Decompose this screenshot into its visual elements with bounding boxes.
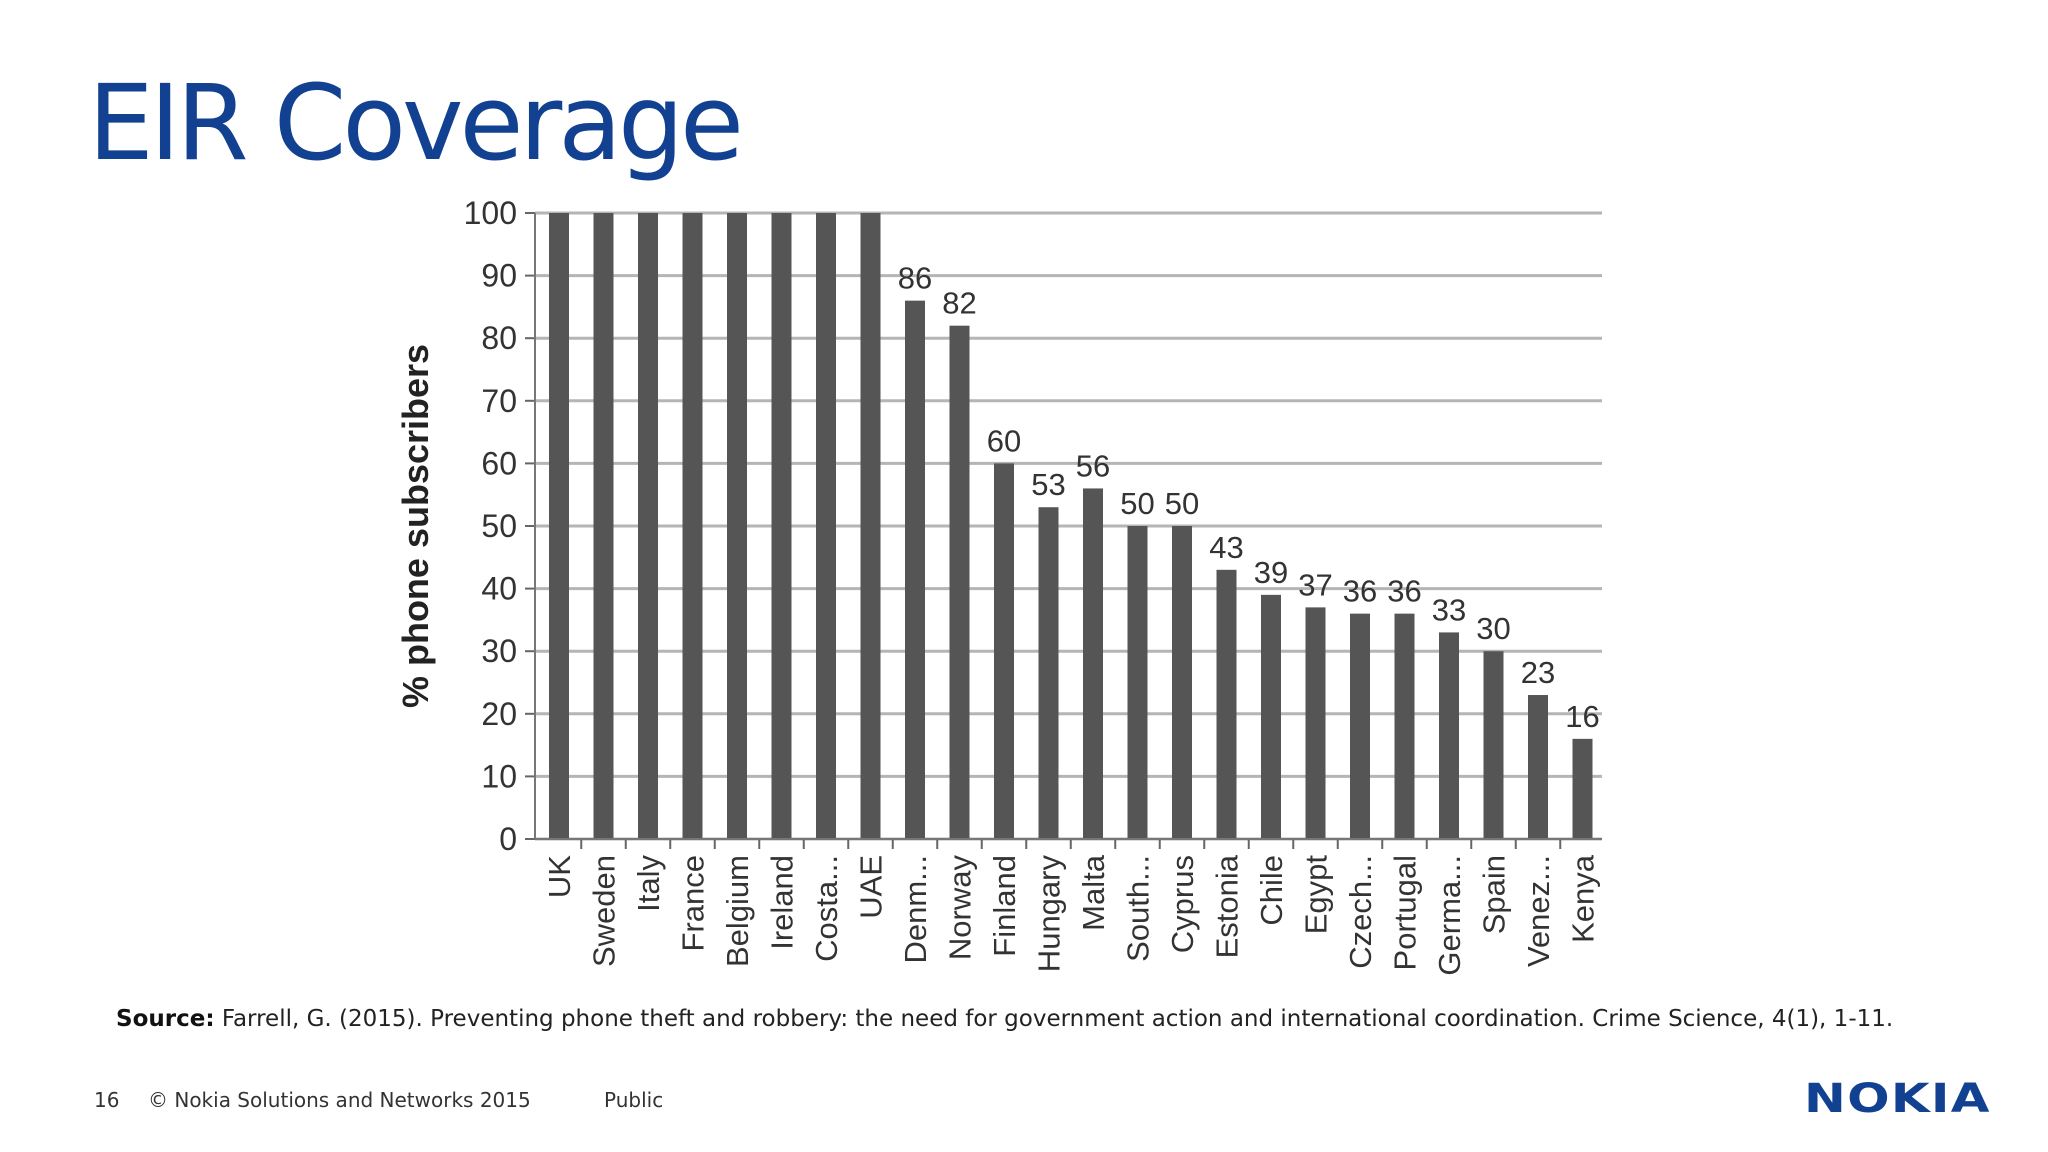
category-label: Denm... [898,855,933,964]
category-label: Czech... [1343,855,1378,969]
data-label: 53 [1031,467,1065,502]
data-label: 36 [1387,574,1421,609]
data-label: 33 [1432,592,1466,627]
category-label: Germa... [1432,855,1467,976]
data-label: 30 [1476,611,1510,646]
data-label: 36 [1343,574,1377,609]
source-text: Farrell, G. (2015). Preventing phone the… [214,1006,1894,1032]
bar [1394,613,1415,839]
bar [1350,613,1370,839]
slide-title: EIR Coverage [88,62,744,184]
bar [1216,569,1237,839]
bar [1083,488,1103,839]
bar [1172,526,1192,839]
category-label: Finland [987,855,1022,957]
data-label: 60 [987,423,1021,458]
page-number: 16 [94,1088,120,1112]
y-tick-label: 100 [464,195,517,231]
y-tick-label: 10 [481,758,517,794]
category-label: Costa... [809,855,844,962]
y-tick-label: 80 [481,320,517,356]
category-label: Sweden [587,855,622,967]
category-label: Belgium [720,855,755,967]
y-tick-label: 40 [481,571,517,607]
category-label: Chile [1254,855,1289,926]
bar [816,213,836,839]
bar [860,213,881,839]
data-label: 86 [898,261,932,296]
classification: Public [604,1088,664,1112]
bar [1038,507,1059,839]
data-label: 23 [1521,655,1555,690]
category-label: Hungary [1032,855,1067,973]
bar [638,213,658,839]
category-label: Estonia [1210,854,1245,958]
bar [771,213,792,839]
category-label: Norway [943,855,978,961]
data-label: 37 [1298,567,1332,602]
y-axis-label: % phone subscribers [395,344,436,708]
nokia-logo: NOKIA [1804,1076,1991,1122]
y-tick-label: 70 [481,383,517,419]
bar [905,300,925,839]
bar [1572,738,1593,839]
bar [1127,526,1148,839]
y-tick-label: 30 [481,633,517,669]
category-label: Venez... [1521,855,1556,967]
category-label: France [676,855,711,951]
bar [727,213,747,839]
data-label: 56 [1076,448,1110,483]
category-label: Italy [631,855,666,912]
category-label: Egypt [1299,855,1334,935]
data-label: 50 [1120,486,1154,521]
bar [593,213,614,839]
category-label: South... [1121,855,1156,962]
y-tick-label: 90 [481,258,517,294]
y-tick-label: 20 [481,696,517,732]
bar [994,463,1014,839]
y-tick-label: 60 [481,445,517,481]
category-label: Malta [1076,854,1111,931]
bar [549,213,569,839]
bar [1439,632,1459,839]
y-tick-label: 0 [499,821,517,857]
y-tick-label: 50 [481,508,517,544]
category-label: Kenya [1566,854,1601,943]
bar [1261,594,1281,839]
category-label: UK [542,855,577,898]
source-label: Source: [116,1006,215,1032]
bar [1305,607,1326,839]
bar [1483,651,1504,839]
category-label: Spain [1477,855,1512,934]
data-label: 50 [1165,486,1199,521]
bar [682,213,703,839]
category-label: Ireland [765,855,800,950]
data-label: 82 [942,286,976,321]
data-label: 39 [1254,555,1288,590]
bar [1528,695,1548,839]
category-label: Cyprus [1165,855,1200,953]
source-citation: Source: Farrell, G. (2015). Preventing p… [116,1006,1893,1032]
bar [949,325,970,839]
data-label: 43 [1209,530,1243,565]
category-label: UAE [854,855,889,919]
data-label: 16 [1565,699,1599,734]
category-label: Portugal [1388,855,1423,970]
copyright: © Nokia Solutions and Networks 2015 [148,1088,531,1112]
